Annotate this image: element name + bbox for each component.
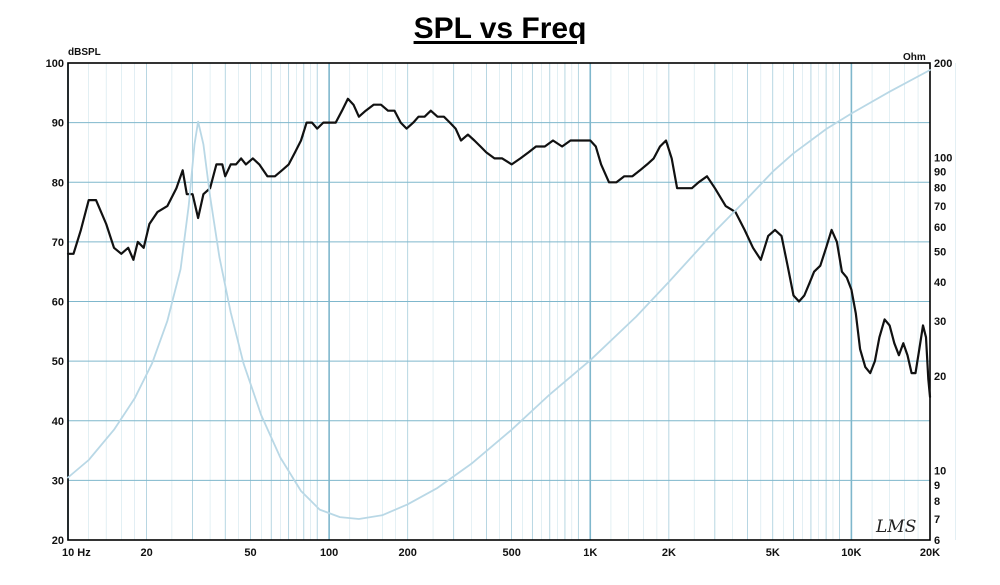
y-right-tick-label: 10 [934,466,946,478]
y-left-tick-label: 40 [52,416,64,428]
y-right-tick-label: 90 [934,167,946,179]
y-right-tick-label: 50 [934,247,946,259]
x-tick-label: 20K [920,547,940,559]
y-left-tick-label: 90 [52,118,64,130]
y-left-tick-label: 70 [52,237,64,249]
y-left-tick-label: 80 [52,177,64,189]
x-tick-label: 50 [244,547,256,559]
plot-border [67,62,931,541]
y-right-tick-label: 6 [934,535,940,547]
y-right-tick-label: 9 [934,480,940,492]
y-right-tick-label: 70 [934,201,946,213]
y-right-tick-label: 7 [934,514,940,526]
lms-signature: LMS [875,517,916,537]
y-left-tick-label: 20 [52,535,64,547]
x-tick-label: 20 [140,547,152,559]
y-left-tick-label: 100 [46,58,64,70]
x-tick-label: 200 [399,547,417,559]
x-tick-label: 10 Hz [62,547,91,559]
x-tick-label: 2K [662,547,676,559]
y-right-tick-label: 100 [934,152,952,164]
y-left-tick-label: 30 [52,475,64,487]
impedance-curve [67,69,931,520]
y-right-tick-label: 40 [934,277,946,289]
y-right-tick-label: 20 [934,371,946,383]
left-axis-unit: dBSPL [68,47,101,58]
y-right-tick-label: 30 [934,316,946,328]
x-tick-label: 1K [583,547,597,559]
chart-title: SPL vs Freq [413,12,587,45]
y-left-tick-label: 60 [52,297,64,309]
y-right-tick-label: 200 [934,58,952,70]
x-tick-label: 100 [320,547,338,559]
y-right-tick-label: 80 [934,183,946,195]
spl-curve [66,97,932,398]
x-tick-label: 5K [766,547,780,559]
x-tick-label: 10K [841,547,861,559]
y-right-tick-label: 60 [934,222,946,234]
x-tick-label: 500 [502,547,520,559]
right-axis-unit: Ohm [903,52,926,63]
y-right-tick-label: 8 [934,496,940,508]
y-left-tick-label: 50 [52,356,64,368]
